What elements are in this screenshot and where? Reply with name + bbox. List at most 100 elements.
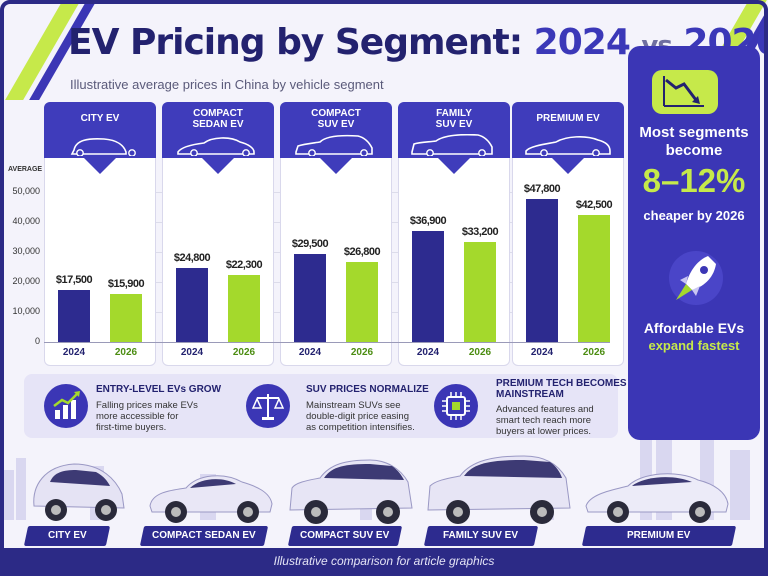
segment-label-line: SUV EV bbox=[317, 119, 355, 130]
y-tick-label: 0 bbox=[34, 336, 40, 346]
insight-title-line: PREMIUM TECH BECOMES bbox=[496, 378, 627, 389]
footer-bar bbox=[0, 548, 768, 576]
segment-label: CITY EV bbox=[44, 113, 156, 124]
bar-2024 bbox=[58, 289, 90, 342]
value-label: $15,900 bbox=[107, 278, 145, 291]
car-label-text: CITY EV bbox=[47, 530, 87, 541]
x-tick-label: 2026 bbox=[114, 347, 138, 358]
segment-label: FAMILY SUV EV bbox=[398, 108, 510, 130]
segment-label-line: FAMILY bbox=[436, 108, 472, 119]
insight-desc-line: more accessible for bbox=[96, 411, 179, 422]
rocket-icon bbox=[668, 248, 724, 308]
compact-suv-ev-car-image bbox=[289, 459, 413, 524]
segment-label-line: COMPACT bbox=[193, 108, 243, 119]
bar-2024 bbox=[526, 198, 558, 342]
car-label-city-ev: CITY EV bbox=[23, 526, 111, 546]
x-tick-label: 2024 bbox=[298, 347, 322, 358]
insight-desc-line: as competition intensifies. bbox=[306, 422, 415, 433]
summary-text-1: Most segments bbox=[639, 124, 749, 141]
insight-desc-line: first-time buyers. bbox=[96, 422, 167, 433]
city-ev-car-image bbox=[33, 463, 125, 521]
summary-line-1: Most segments become bbox=[628, 124, 760, 160]
x-tick-label: 2024 bbox=[416, 347, 440, 358]
value-label: $29,500 bbox=[291, 237, 329, 250]
footer-text: Illustrative comparison for article grap… bbox=[273, 554, 495, 568]
car-label-premium-ev: PREMIUM EV bbox=[581, 526, 737, 546]
insight-desc-2: Mainstream SUVs see double-digit price e… bbox=[306, 400, 415, 433]
segment-banner bbox=[44, 102, 156, 174]
value-label: $36,900 bbox=[409, 215, 447, 228]
page-subtitle: Illustrative average prices in China by … bbox=[70, 77, 384, 92]
x-tick-label: 2024 bbox=[62, 347, 86, 358]
summary-text-5: expand fastest bbox=[648, 338, 740, 353]
bar-2026 bbox=[346, 261, 378, 342]
value-label: $22,300 bbox=[225, 259, 263, 272]
bar-2026 bbox=[110, 294, 142, 342]
bar-2026 bbox=[578, 214, 610, 342]
insight-desc-line: Falling prices make EVs bbox=[96, 400, 198, 411]
bar-2026 bbox=[464, 242, 496, 342]
bar-2026 bbox=[228, 275, 260, 342]
x-tick-label: 2026 bbox=[350, 347, 374, 358]
x-tick-label: 2026 bbox=[232, 347, 256, 358]
x-tick-label: 2026 bbox=[468, 347, 492, 358]
y-tick-label: 20,000 bbox=[12, 276, 40, 286]
y-tick-label: 50,000 bbox=[12, 186, 40, 196]
y-tick-label: 40,000 bbox=[12, 216, 40, 226]
car-label-family-suv-ev: FAMILY SUV EV bbox=[423, 526, 539, 546]
value-label: $17,500 bbox=[55, 273, 93, 286]
segment-label-line: SUV EV bbox=[435, 119, 473, 130]
summary-percent: 8–12% bbox=[642, 162, 746, 199]
insights-strip bbox=[24, 374, 618, 438]
insight-desc-line: Advanced features and bbox=[496, 404, 594, 415]
bar-2024 bbox=[412, 231, 444, 342]
growth-chart-icon bbox=[44, 384, 88, 428]
y-tick-label: 30,000 bbox=[12, 246, 40, 256]
car-label-compact-suv-ev: COMPACT SUV EV bbox=[287, 526, 403, 546]
insight-desc-line: buyers at lower prices. bbox=[496, 426, 592, 437]
car-icon bbox=[411, 134, 493, 156]
title-main: EV Pricing by Segment: bbox=[68, 22, 523, 63]
compact-sedan-ev-car-image bbox=[149, 475, 273, 523]
segment-label-line: CITY EV bbox=[80, 113, 120, 124]
value-label: $33,200 bbox=[461, 226, 499, 239]
car-label-text: COMPACT SUV EV bbox=[300, 530, 390, 541]
bar-2024 bbox=[176, 267, 208, 342]
title-year-a: 2024 bbox=[533, 22, 631, 63]
insight-title-line: MAINSTREAM bbox=[496, 389, 564, 400]
segment-label-line: SEDAN EV bbox=[192, 119, 244, 130]
insight-title-2: SUV PRICES NORMALIZE bbox=[306, 384, 429, 395]
car-icon bbox=[525, 136, 611, 156]
summary-text-3: cheaper by 2026 bbox=[643, 208, 745, 223]
family-suv-ev-car-image bbox=[427, 455, 571, 524]
summary-text-4: Affordable EVs bbox=[643, 320, 745, 336]
scales-icon bbox=[246, 384, 290, 428]
insight-desc-1: Falling prices make EVs more accessible … bbox=[96, 400, 198, 433]
y-tick-label: 10,000 bbox=[12, 306, 40, 316]
value-label: $24,800 bbox=[173, 251, 211, 264]
premium-ev-car-image bbox=[585, 473, 729, 523]
value-label: $26,800 bbox=[343, 245, 381, 258]
page-title: EV Pricing by Segment: 2024 vs 2026 bbox=[68, 22, 768, 63]
car-icon bbox=[70, 137, 136, 156]
segment-label-line: COMPACT bbox=[311, 108, 361, 119]
car-icon bbox=[295, 134, 373, 156]
car-label-text: FAMILY SUV EV bbox=[443, 530, 519, 541]
value-label: $42,500 bbox=[575, 198, 613, 211]
insight-desc-3: Advanced features and smart tech reach m… bbox=[496, 404, 594, 437]
segment-label: COMPACT SUV EV bbox=[280, 108, 392, 130]
segment-label-line: PREMIUM EV bbox=[536, 113, 600, 124]
price-down-chart-icon bbox=[652, 70, 718, 114]
car-label-text: PREMIUM EV bbox=[627, 530, 691, 541]
x-tick-label: 2024 bbox=[530, 347, 554, 358]
value-label: $47,800 bbox=[523, 182, 561, 195]
segment-banner bbox=[280, 102, 392, 174]
insight-desc-line: Mainstream SUVs see bbox=[306, 400, 401, 411]
x-tick-label: 2026 bbox=[582, 347, 606, 358]
insight-title-1: ENTRY-LEVEL EVs GROW bbox=[96, 384, 222, 395]
car-icon bbox=[177, 137, 255, 156]
segment-label: COMPACT SEDAN EV bbox=[162, 108, 274, 130]
summary-text-2: become bbox=[665, 142, 723, 159]
bar-2024 bbox=[294, 253, 326, 342]
